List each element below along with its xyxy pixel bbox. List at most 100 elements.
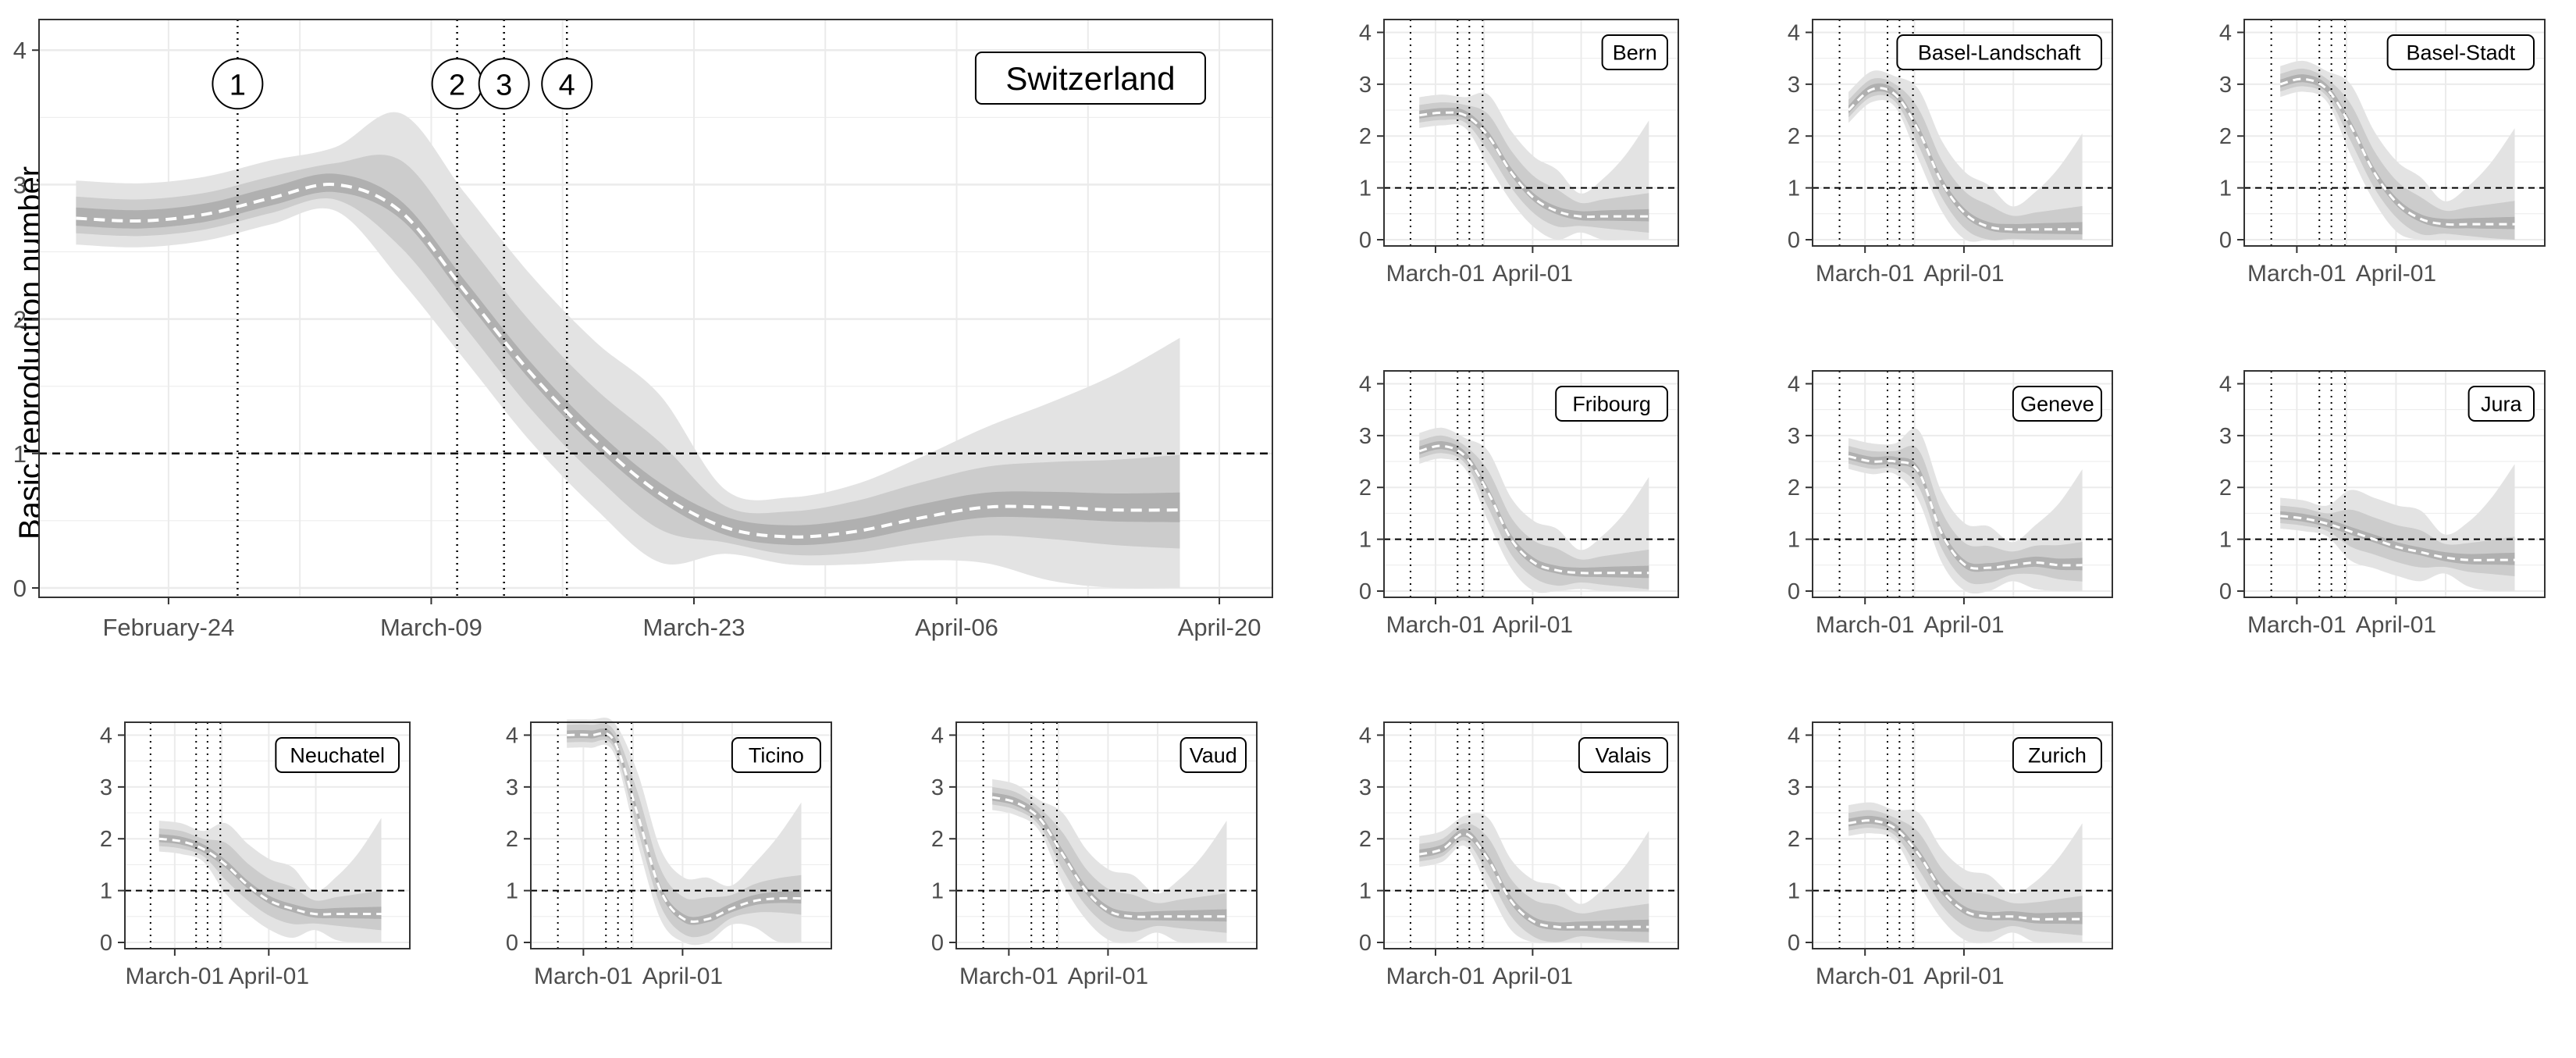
y-tick-label: 0 — [1788, 579, 1800, 604]
y-tick-label: 4 — [13, 37, 27, 64]
panel-zurich: 0 1 2 3 4 March-01 April-01 Zurich — [1788, 721, 2113, 989]
panel-ticino: 0 1 2 3 4 March-01 April-01 Ticino — [506, 718, 832, 989]
intervention-marker-label: 4 — [559, 69, 575, 102]
y-tick-label: 3 — [1359, 424, 1372, 449]
y-tick-label: 2 — [1788, 827, 1800, 852]
x-tick-label: April-01 — [2356, 261, 2436, 287]
panel-basel-stadt: 0 1 2 3 4 March-01 April-01 Basel-Stadt — [2219, 19, 2546, 287]
x-tick-label: April-01 — [1923, 964, 2004, 989]
x-tick-label: March-01 — [1816, 261, 1915, 287]
y-tick-label: 2 — [13, 306, 27, 333]
x-tick-label: April-01 — [229, 964, 309, 989]
panel-label-box — [1578, 737, 1669, 773]
x-tick-label: March-01 — [1386, 261, 1485, 287]
y-tick-label: 3 — [2219, 424, 2232, 449]
y-tick-label: 1 — [13, 440, 27, 468]
panel-label-box — [2467, 386, 2535, 422]
y-tick-label: 2 — [931, 827, 944, 852]
panel-border — [124, 721, 411, 949]
panel-label: Geneve — [2020, 393, 2094, 416]
y-tick-label: 3 — [506, 775, 518, 800]
x-tick-label: March-01 — [1386, 612, 1485, 638]
y-tick-label: 3 — [1359, 73, 1372, 98]
panel-label-box — [2386, 34, 2535, 70]
intervention-marker-label: 2 — [449, 69, 465, 102]
panel-bern: 0 1 2 3 4 March-01 April-01 Bern — [1359, 19, 1679, 287]
panel-label-box — [1896, 34, 2102, 70]
panel-label-box — [1179, 737, 1247, 773]
y-tick-label: 1 — [2219, 176, 2232, 201]
y-tick-label: 2 — [100, 827, 112, 852]
band-outer — [76, 112, 1180, 589]
panel-label: Basel-Landschaft — [1918, 41, 2081, 65]
panel-label-box — [1601, 34, 1669, 70]
y-tick-label: 4 — [931, 723, 944, 748]
panel-label: Valais — [1596, 744, 1652, 768]
y-tick-label: 1 — [100, 879, 112, 904]
x-tick-label: March-09 — [380, 614, 482, 641]
band-core — [2280, 511, 2515, 565]
band-core — [1419, 828, 1649, 932]
median-line — [158, 837, 382, 916]
y-tick-label: 3 — [1359, 775, 1372, 800]
y-tick-label: 1 — [1359, 879, 1372, 904]
panel-border — [1812, 19, 2113, 247]
band-inner — [567, 723, 802, 938]
panel-label: Fribourg — [1572, 393, 1651, 416]
y-tick-label: 4 — [100, 723, 112, 748]
x-tick-label: April-06 — [915, 614, 998, 641]
panel-border — [38, 19, 1273, 598]
y-tick-label: 1 — [506, 879, 518, 904]
panel-border — [955, 721, 1258, 949]
x-tick-label: February-24 — [102, 614, 234, 641]
intervention-marker — [541, 58, 593, 110]
panel-label: Bern — [1613, 41, 1657, 65]
y-tick-label: 0 — [1359, 579, 1372, 604]
x-tick-label: March-01 — [126, 964, 225, 989]
panel-border — [2243, 19, 2546, 247]
panel-vaud: 0 1 2 3 4 March-01 April-01 Vaud — [931, 721, 1258, 989]
median-line — [567, 732, 802, 923]
x-tick-label: April-01 — [1493, 261, 1573, 287]
x-tick-label: April-01 — [1493, 612, 1573, 638]
panel-border — [1383, 721, 1679, 949]
panel-label: Jura — [2481, 393, 2523, 416]
y-tick-label: 1 — [1788, 528, 1800, 553]
y-tick-label: 3 — [100, 775, 112, 800]
panel-label-box — [974, 52, 1207, 105]
y-tick-label: 2 — [1788, 124, 1800, 149]
y-tick-label: 3 — [13, 171, 27, 198]
panel-label: Zurich — [2028, 744, 2087, 768]
y-tick-label: 3 — [1788, 424, 1800, 449]
y-tick-label: 0 — [931, 931, 944, 956]
x-tick-label: April-01 — [1493, 964, 1573, 989]
y-tick-label: 1 — [1788, 879, 1800, 904]
y-tick-label: 4 — [2219, 372, 2232, 397]
y-tick-label: 0 — [1788, 228, 1800, 253]
panel-geneve: 0 1 2 3 4 March-01 April-01 Geneve — [1788, 370, 2113, 638]
y-tick-label: 0 — [1788, 931, 1800, 956]
x-tick-label: March-01 — [534, 964, 633, 989]
panel-label: Basel-Stadt — [2407, 41, 2516, 65]
y-tick-label: 1 — [1359, 528, 1372, 553]
y-tick-label: 4 — [2219, 20, 2232, 45]
x-tick-label: April-01 — [2356, 612, 2436, 638]
y-tick-label: 1 — [2219, 528, 2232, 553]
median-line — [2279, 77, 2515, 226]
panel-label-box — [2012, 737, 2102, 773]
y-tick-label: 0 — [2219, 579, 2232, 604]
y-tick-label: 2 — [1359, 124, 1372, 149]
panel-label: Neuchatel — [290, 744, 385, 768]
panel-neuchatel: 0 1 2 3 4 March-01 April-01 Neuchatel — [100, 721, 411, 989]
y-tick-label: 0 — [100, 931, 112, 956]
x-tick-label: March-01 — [2247, 261, 2347, 287]
panel-border — [530, 721, 832, 949]
panel-border — [2243, 370, 2546, 598]
x-tick-label: April-01 — [642, 964, 723, 989]
panel-valais: 0 1 2 3 4 March-01 April-01 Valais — [1359, 721, 1679, 989]
y-tick-label: 0 — [1359, 228, 1372, 253]
y-tick-label: 2 — [1359, 827, 1372, 852]
band-core — [992, 793, 1227, 922]
